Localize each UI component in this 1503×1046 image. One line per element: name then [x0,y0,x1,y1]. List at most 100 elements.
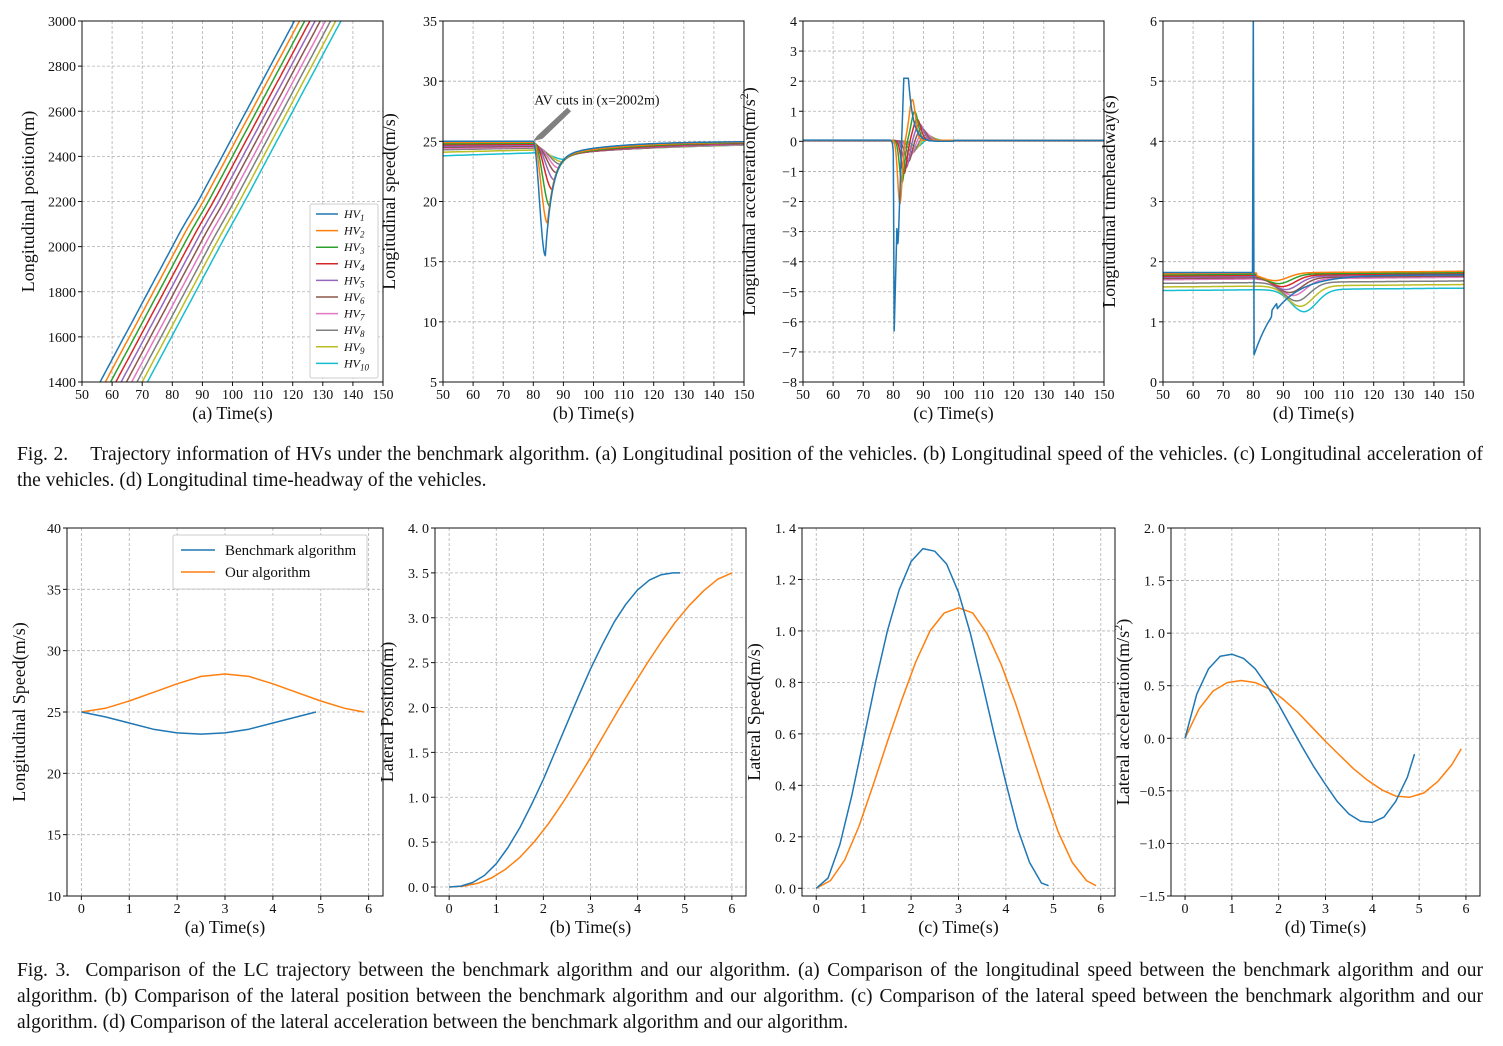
series-line-3 [109,21,306,382]
y-tick-label: 4 [790,15,797,30]
plot-area [1184,653,1462,824]
x-tick-label: 140 [703,388,724,403]
x-tick-label: 110 [613,388,633,403]
series-line-9 [141,21,337,382]
x-tick-label: 80 [886,388,900,403]
y-tick-label: 2 [790,75,797,90]
fig2d-chart: 50 60 70 80 90 100 110 120 130 140 150 0 1 2 3 4 5 6 (d) T… [1099,15,1475,424]
x-tick-label: 80 [165,388,179,403]
x-tick-label: 70 [496,388,510,403]
x-axis-label: (d) Time(s) [1273,403,1355,424]
series-line-1 [81,711,317,735]
y-tick-label: 10 [47,890,61,905]
legend-label: Our algorithm [225,565,311,581]
x-tick-label: 60 [105,388,119,403]
x-tick-label: 3 [222,902,229,917]
x-tick-label: 1 [493,902,500,917]
y-tick-label: 35 [47,583,61,598]
x-tick-label: 70 [1216,388,1230,403]
series-line-6 [1163,275,1464,294]
x-tick-label: 5 [1050,902,1057,917]
y-tick-label: 2. 5 [408,657,429,672]
y-tick-label: 0. 5 [408,836,429,851]
x-tick-label: 3 [1322,902,1329,917]
x-tick-label: 110 [973,388,993,403]
y-tick-label: 5 [1150,75,1157,90]
plot-area [443,140,744,257]
y-tick-label: 1400 [48,376,76,391]
series-line-9 [1163,283,1464,308]
y-tick-label: 1600 [48,331,76,346]
y-tick-label: 0. 0 [408,881,429,896]
annotation-arrow [533,107,572,142]
x-axis-label: (b) Time(s) [553,403,635,424]
legend-label: HV4 [343,257,365,273]
x-tick-label: 60 [466,388,480,403]
x-tick-label: 150 [734,388,755,403]
x-tick-label: 120 [282,388,303,403]
y-tick-label: 1. 4 [775,522,796,537]
series-line-2 [104,21,301,382]
x-tick-label: 3 [587,902,594,917]
y-tick-label: 2000 [48,241,76,256]
plot-area [449,572,733,888]
y-tick-label: 1. 0 [1144,627,1165,642]
y-tick-label: 0. 4 [775,779,796,794]
x-tick-label: 110 [1333,388,1353,403]
series-line-10 [146,21,342,382]
y-tick-label: 3 [790,45,797,60]
y-tick-label: 4 [1150,135,1157,150]
x-tick-label: 2 [174,902,181,917]
x-tick-label: 100 [1303,388,1324,403]
y-tick-label: 1. 0 [775,625,796,640]
series-line-2 [81,673,364,713]
x-tick-label: 50 [1156,388,1170,403]
legend-label: HV1 [343,207,365,223]
legend-label: Benchmark algorithm [225,543,357,559]
y-tick-label: 0. 0 [775,882,796,897]
series-line-1 [99,21,296,382]
fig2a-chart: 50 60 70 80 90 100 110 120 130 140 150 1400 1600 1800… [18,15,394,424]
series-line-2 [1163,270,1464,282]
y-tick-label: 15 [423,256,437,271]
y-tick-label: 3000 [48,15,76,30]
series-line-1 [815,547,1049,889]
x-tick-label: 120 [643,388,664,403]
y-tick-label: 40 [47,522,61,537]
y-tick-label: 0. 2 [775,831,796,846]
series-line-2 [815,607,1097,889]
legend-label: HV3 [343,240,365,256]
x-tick-label: 0 [78,902,85,917]
y-tick-label: 0. 5 [1144,680,1165,695]
x-axis-label: (c) Time(s) [918,917,999,938]
series-line-10 [1163,287,1464,313]
y-axis-label: Longitudinal speed(m/s) [379,113,400,289]
y-tick-label: 5 [430,376,437,391]
y-tick-label: 1. 5 [408,746,429,761]
x-tick-label: 6 [1462,902,1469,917]
fig2b-chart: 50 60 70 80 90 100 110 120 130 140 150 5 10 15 20 25 30 3… [379,15,755,424]
y-tick-label: 2200 [48,196,76,211]
x-tick-label: 140 [1063,388,1084,403]
x-axis-label: (c) Time(s) [913,403,994,424]
legend-label: HV5 [343,273,365,289]
x-tick-label: 0 [1182,902,1189,917]
fig3-caption: Fig. 3. Comparison of the LC trajectory … [17,958,1483,1036]
series-line-8 [136,21,332,382]
y-axis-label: Longitudinal timeheadway(s) [1099,95,1120,307]
x-tick-label: 50 [75,388,89,403]
x-tick-label: 90 [1276,388,1290,403]
x-tick-label: 5 [681,902,688,917]
series-line-4 [1163,272,1464,288]
y-axis-label: Longitudinal Speed(m/s) [9,622,30,801]
y-tick-label: −2 [782,196,797,211]
y-tick-label: 1 [1150,316,1157,331]
y-tick-label: 1 [790,105,797,120]
x-tick-label: 150 [1454,388,1475,403]
x-tick-label: 50 [436,388,450,403]
y-tick-label: 2600 [48,105,76,120]
x-tick-label: 80 [1246,388,1260,403]
x-tick-label: 0 [813,902,820,917]
fig3-caption-text: Comparison of the LC trajectory between … [17,960,1483,1033]
y-tick-label: 3 [1150,196,1157,211]
